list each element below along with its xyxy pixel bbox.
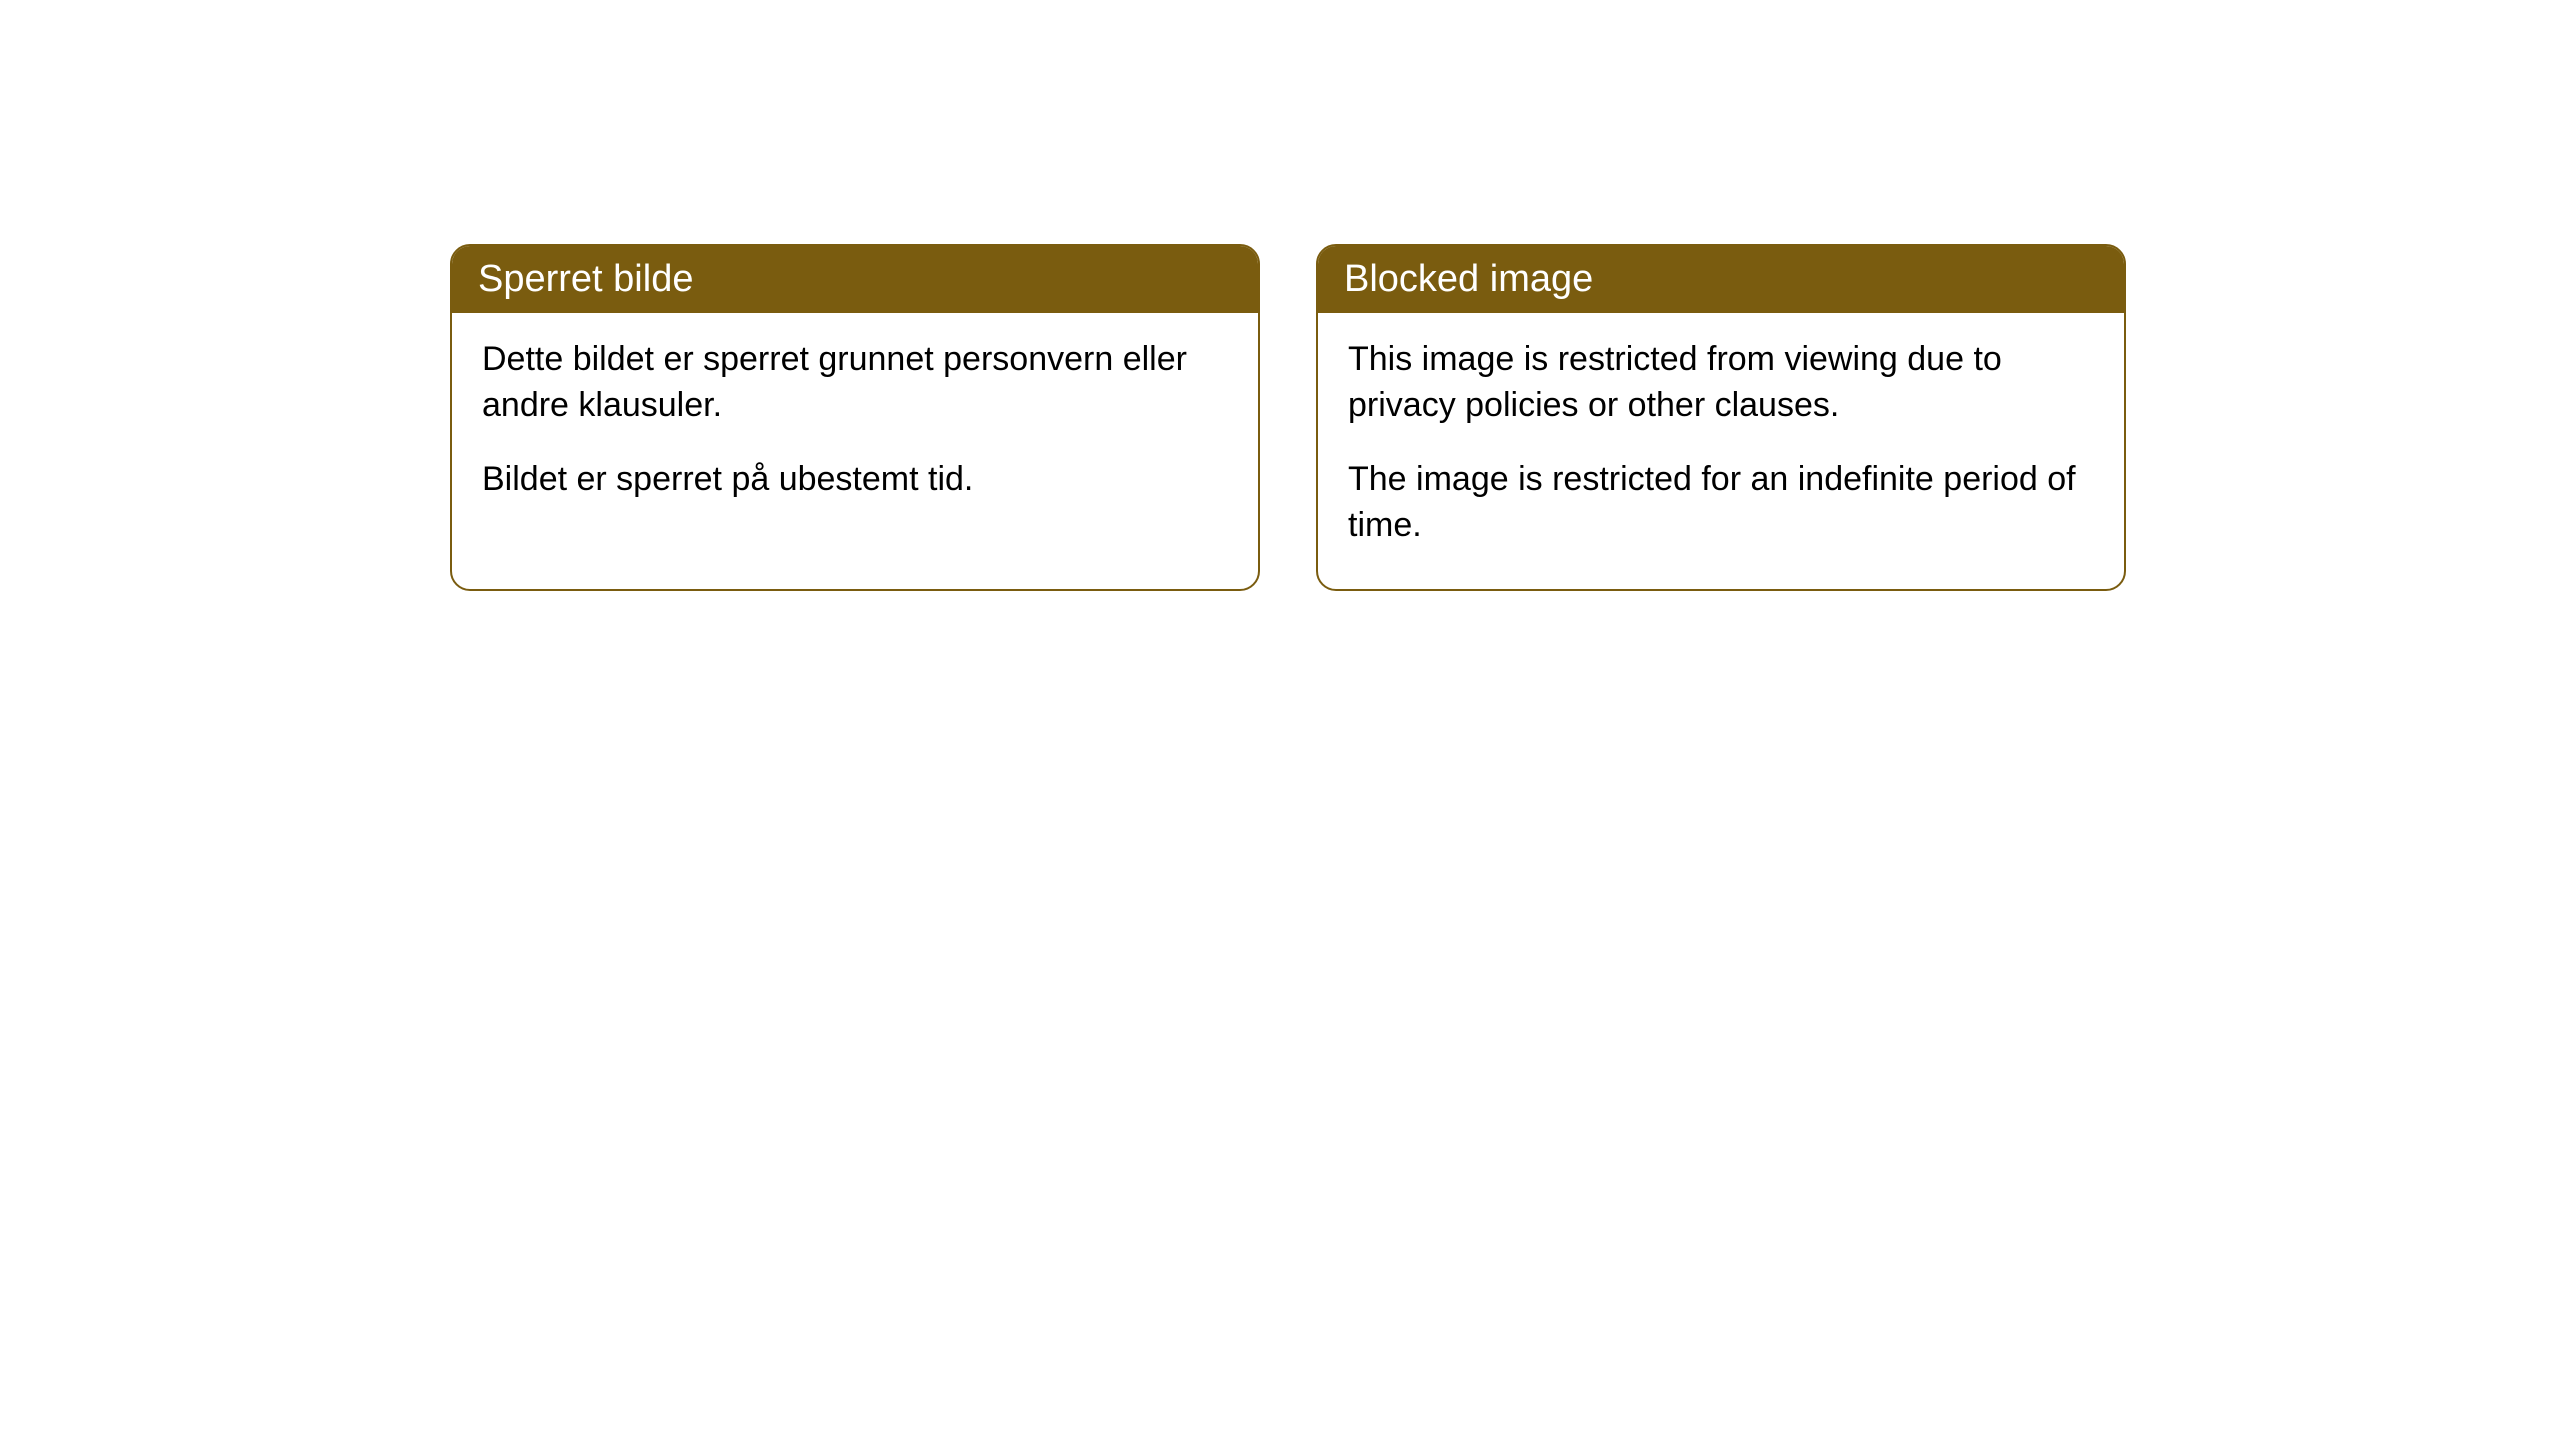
blocked-image-card-norwegian: Sperret bilde Dette bildet er sperret gr…: [450, 244, 1260, 591]
notice-container: Sperret bilde Dette bildet er sperret gr…: [0, 0, 2560, 591]
card-paragraph: Bildet er sperret på ubestemt tid.: [482, 457, 1228, 503]
card-paragraph: Dette bildet er sperret grunnet personve…: [482, 337, 1228, 429]
card-title: Blocked image: [1344, 258, 1593, 300]
card-header: Blocked image: [1318, 246, 2124, 313]
card-body: This image is restricted from viewing du…: [1318, 313, 2124, 589]
card-paragraph: The image is restricted for an indefinit…: [1348, 457, 2094, 549]
card-paragraph: This image is restricted from viewing du…: [1348, 337, 2094, 429]
card-header: Sperret bilde: [452, 246, 1258, 313]
card-body: Dette bildet er sperret grunnet personve…: [452, 313, 1258, 543]
blocked-image-card-english: Blocked image This image is restricted f…: [1316, 244, 2126, 591]
card-title: Sperret bilde: [478, 258, 693, 300]
